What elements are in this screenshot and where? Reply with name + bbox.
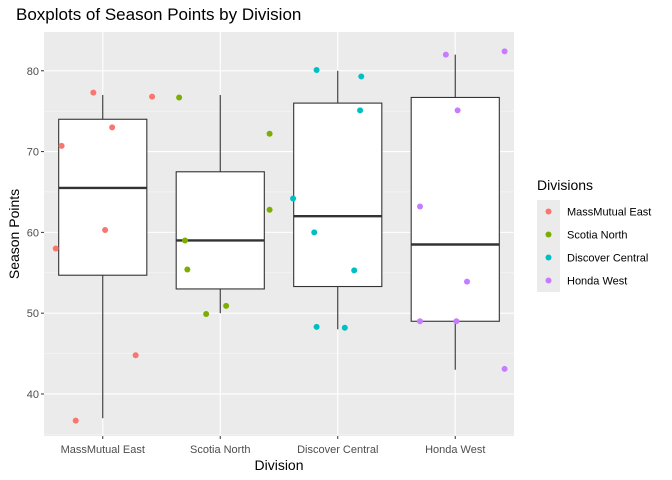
data-point: [311, 229, 318, 236]
y-tick-label: 60: [27, 227, 39, 239]
data-point: [176, 94, 183, 101]
data-point: [132, 352, 139, 359]
data-point: [149, 93, 156, 100]
data-point: [341, 324, 348, 331]
data-point: [417, 203, 423, 210]
data-point: [52, 245, 59, 252]
x-tick-label: Scotia North: [190, 444, 251, 456]
box-discover-central: [293, 70, 383, 330]
data-point: [313, 323, 320, 330]
legend-item: MassMutual East: [537, 200, 651, 223]
legend-label: MassMutual East: [567, 207, 651, 219]
data-point: [454, 107, 461, 114]
data-point: [357, 107, 364, 114]
legend-key-point: [545, 277, 552, 284]
data-point: [453, 318, 460, 325]
x-axis-ticks: MassMutual East Scotia North Discover Cent…: [61, 436, 485, 456]
legend-label: Honda West: [567, 276, 627, 288]
data-point: [223, 302, 230, 309]
data-point: [58, 142, 65, 149]
data-point: [501, 48, 508, 55]
x-tick-label: Honda West: [425, 444, 485, 456]
box-scotia-north: [175, 95, 265, 314]
points-layer: [52, 48, 508, 424]
data-point: [266, 206, 273, 213]
box-massmutual-east: [58, 95, 148, 419]
legend-title: Divisions: [537, 177, 593, 193]
y-tick-label: 80: [27, 66, 39, 78]
legend-key-point: [545, 208, 552, 215]
data-point: [464, 278, 470, 285]
data-point: [442, 51, 449, 58]
y-tick-label: 70: [27, 147, 39, 159]
data-point: [203, 310, 210, 317]
data-point: [90, 89, 97, 96]
data-point: [501, 365, 508, 372]
boxes-layer: [58, 54, 500, 419]
chart-title: Boxplots of Season Points by Division: [16, 5, 301, 24]
legend-item: Honda West: [537, 269, 627, 292]
data-point: [184, 266, 191, 273]
x-axis-title: Division: [254, 457, 303, 473]
legend-label: Discover Central: [567, 253, 648, 265]
data-point: [351, 267, 358, 274]
box-honda-west: [410, 54, 500, 370]
legend-key-point: [545, 254, 552, 261]
data-point: [266, 130, 273, 137]
data-point: [358, 73, 365, 80]
y-axis-title: Season Points: [6, 189, 22, 279]
y-tick-label: 50: [27, 308, 39, 320]
data-point: [72, 417, 79, 424]
legend-key-point: [545, 231, 552, 238]
legend-label: Scotia North: [567, 230, 628, 242]
data-point: [313, 66, 320, 73]
legend-item: Discover Central: [537, 246, 648, 269]
x-tick-label: Discover Central: [297, 444, 378, 456]
data-point: [417, 318, 423, 325]
iqr-box: [410, 96, 500, 322]
iqr-box: [58, 118, 148, 276]
x-tick-label: MassMutual East: [61, 444, 145, 456]
legend-item: Scotia North: [537, 223, 628, 246]
y-axis-ticks: 40 50 60 70 80: [27, 66, 44, 401]
data-point: [102, 226, 109, 233]
data-point: [290, 195, 297, 202]
iqr-box: [175, 171, 265, 290]
data-point: [182, 237, 188, 244]
data-point: [109, 124, 116, 131]
iqr-box: [293, 102, 383, 288]
y-tick-label: 40: [27, 389, 39, 401]
legend: Divisions MassMutual East Scotia North Dis…: [537, 177, 651, 292]
